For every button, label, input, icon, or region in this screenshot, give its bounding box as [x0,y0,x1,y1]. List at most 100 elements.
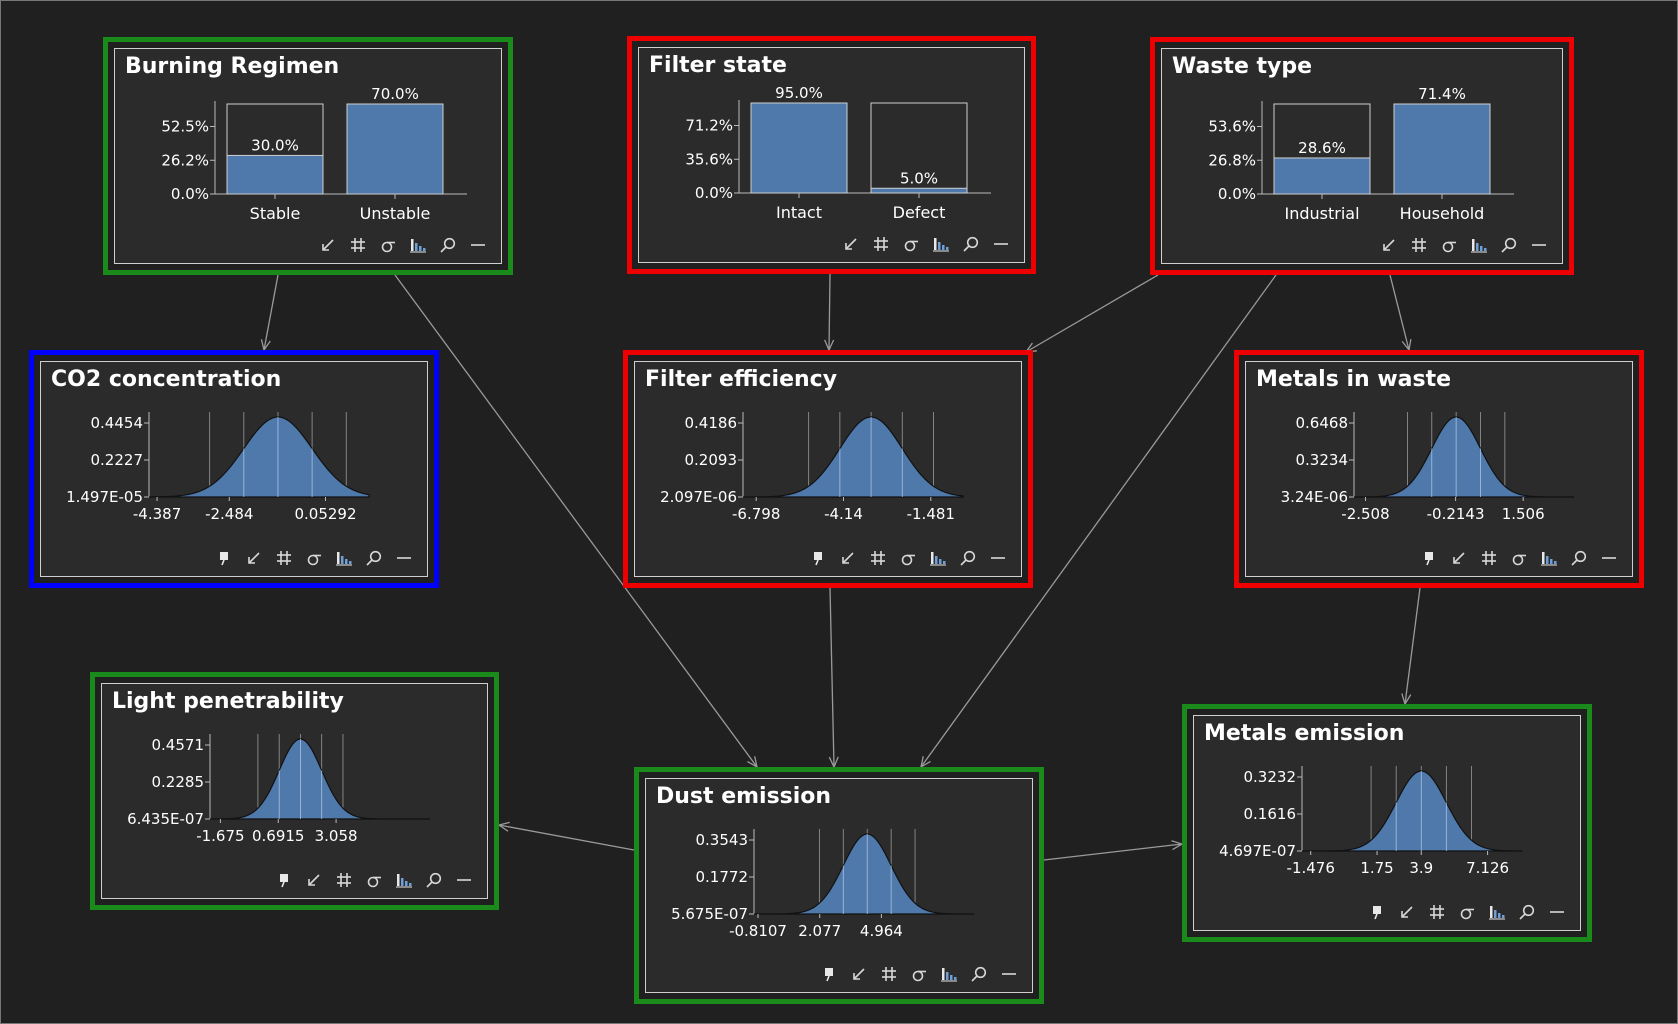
minimize-icon[interactable] [469,236,487,254]
sigma-icon[interactable] [1510,549,1528,567]
hash-icon[interactable] [349,236,367,254]
node-title: Waste type [1172,54,1313,79]
sigma-icon[interactable] [1440,236,1458,254]
pin-icon[interactable] [1368,903,1386,921]
node-chart: 53.6% 26.8% 0.0% 28.6% Industrial 71.4% Househ… [1208,85,1514,223]
pin-icon[interactable] [809,549,827,567]
hash-icon[interactable] [869,549,887,567]
node-title: Filter state [649,53,787,78]
node-co2-concentration[interactable]: CO2 concentration 0.4454 0.2227 1.497E-05 -4… [29,350,439,588]
zoom-icon[interactable] [1500,236,1518,254]
node-burning-regimen[interactable]: Burning Regimen 52.5% 26.2% 0.0% 30.0% Stable… [103,37,513,275]
bar-chart-icon[interactable] [335,549,353,567]
arrow-in-icon[interactable] [839,549,857,567]
zoom-icon[interactable] [365,549,383,567]
density-curve [148,416,370,498]
sigma-icon[interactable] [1458,903,1476,921]
node-chart: 71.2% 35.6% 0.0% 95.0% Intact 5.0% Defect [685,84,991,222]
arrow-in-icon[interactable] [842,235,860,253]
hash-icon[interactable] [275,549,293,567]
node-chart: 0.4571 0.2285 6.435E-07-1.675 0.6915 3.058 [127,734,430,845]
bar-chart-icon[interactable] [932,235,950,253]
y-tick-label: 0.3232 [1244,768,1297,786]
node-light-penetrability[interactable]: Light penetrability 0.4571 0.2285 6.435E-07… [90,672,499,910]
sigma-icon[interactable] [379,236,397,254]
sigma-icon[interactable] [305,549,323,567]
zoom-icon[interactable] [425,871,443,889]
node-metals-emission[interactable]: Metals emission 0.3232 0.1616 4.697E-07 -1.4… [1182,704,1592,942]
bar-unstable [346,103,444,195]
bar-chart-icon[interactable] [409,236,427,254]
arrow-in-icon[interactable] [1450,549,1468,567]
minimize-icon[interactable] [1548,903,1566,921]
hash-icon[interactable] [1428,903,1446,921]
node-panel: Filter state 71.2% 35.6% 0.0% 95.0% Intact 5.0… [638,47,1025,263]
hash-icon[interactable] [1410,236,1428,254]
node-chart: 0.4454 0.2227 1.497E-05-4.387 -2.484 0.05292 [66,412,370,523]
bar-chart-icon[interactable] [929,549,947,567]
sigma-icon[interactable] [365,871,383,889]
y-tick-label: 26.2% [161,151,209,169]
y-tick-label: 0.1772 [696,868,749,886]
node-filter-efficiency[interactable]: Filter efficiency 0.4186 0.2093 2.097E-06 -6… [623,350,1033,588]
node-metals-in-waste[interactable]: Metals in waste 0.6468 0.3234 3.24E-06 -2.50… [1234,350,1644,588]
hash-icon[interactable] [872,235,890,253]
x-tick-label: 7.126 [1466,859,1509,877]
bar-chart-icon[interactable] [1470,236,1488,254]
minimize-icon[interactable] [395,549,413,567]
x-tick-label: 3.058 [315,827,358,845]
bar-chart-icon[interactable] [395,871,413,889]
y-tick-label: 71.2% [685,117,733,135]
hash-icon[interactable] [880,965,898,983]
zoom-icon[interactable] [970,965,988,983]
pin-icon[interactable] [1420,549,1438,567]
node-filter-state[interactable]: Filter state 71.2% 35.6% 0.0% 95.0% Intact 5.0… [627,36,1036,274]
x-tick-label: -4.14 [824,505,863,523]
minimize-icon[interactable] [455,871,473,889]
arrow-in-icon[interactable] [305,871,323,889]
node-toolbar [319,235,487,255]
node-panel: Waste type 53.6% 26.8% 0.0% 28.6% Industrial 7… [1161,48,1563,264]
bar-chart-icon[interactable] [1488,903,1506,921]
category-label: Defect [893,203,946,222]
minimize-icon[interactable] [992,235,1010,253]
arrow-in-icon[interactable] [245,549,263,567]
sigma-icon[interactable] [899,549,917,567]
minimize-icon[interactable] [1000,965,1018,983]
hash-icon[interactable] [335,871,353,889]
bar-chart-icon[interactable] [1540,549,1558,567]
node-waste-type[interactable]: Waste type 53.6% 26.8% 0.0% 28.6% Industrial 7… [1150,37,1574,275]
sigma-icon[interactable] [902,235,920,253]
pin-icon[interactable] [820,965,838,983]
hash-icon[interactable] [1480,549,1498,567]
y-tick-label: 53.6% [1208,118,1256,136]
minimize-icon[interactable] [1600,549,1618,567]
node-toolbar [809,548,1007,568]
minimize-icon[interactable] [989,549,1007,567]
node-chart: 0.4186 0.2093 2.097E-06-6.798 -4.14 -1.481 [660,412,964,523]
pin-icon[interactable] [275,871,293,889]
bar-chart-icon[interactable] [940,965,958,983]
x-tick-label: 0.6915 [252,827,305,845]
minimize-icon[interactable] [1530,236,1548,254]
arrow-in-icon[interactable] [319,236,337,254]
arrow-in-icon[interactable] [1380,236,1398,254]
x-tick-label: -6.798 [732,505,780,523]
zoom-icon[interactable] [1570,549,1588,567]
zoom-icon[interactable] [439,236,457,254]
y-tick-label: 0.4454 [91,414,144,432]
y-tick-label: 1.497E-05 [66,488,143,506]
node-dust-emission[interactable]: Dust emission 0.3543 0.1772 5.675E-07 -0.810… [634,767,1044,1004]
node-title: Dust emission [656,784,832,809]
arrow-in-icon[interactable] [850,965,868,983]
zoom-icon[interactable] [962,235,980,253]
x-tick-label: -1.476 [1287,859,1335,877]
sigma-icon[interactable] [910,965,928,983]
node-toolbar [820,964,1018,984]
arrow-in-icon[interactable] [1398,903,1416,921]
y-tick-label: 6.435E-07 [127,810,204,828]
pin-icon[interactable] [215,549,233,567]
zoom-icon[interactable] [1518,903,1536,921]
bar-value-label: 30.0% [251,136,299,154]
zoom-icon[interactable] [959,549,977,567]
